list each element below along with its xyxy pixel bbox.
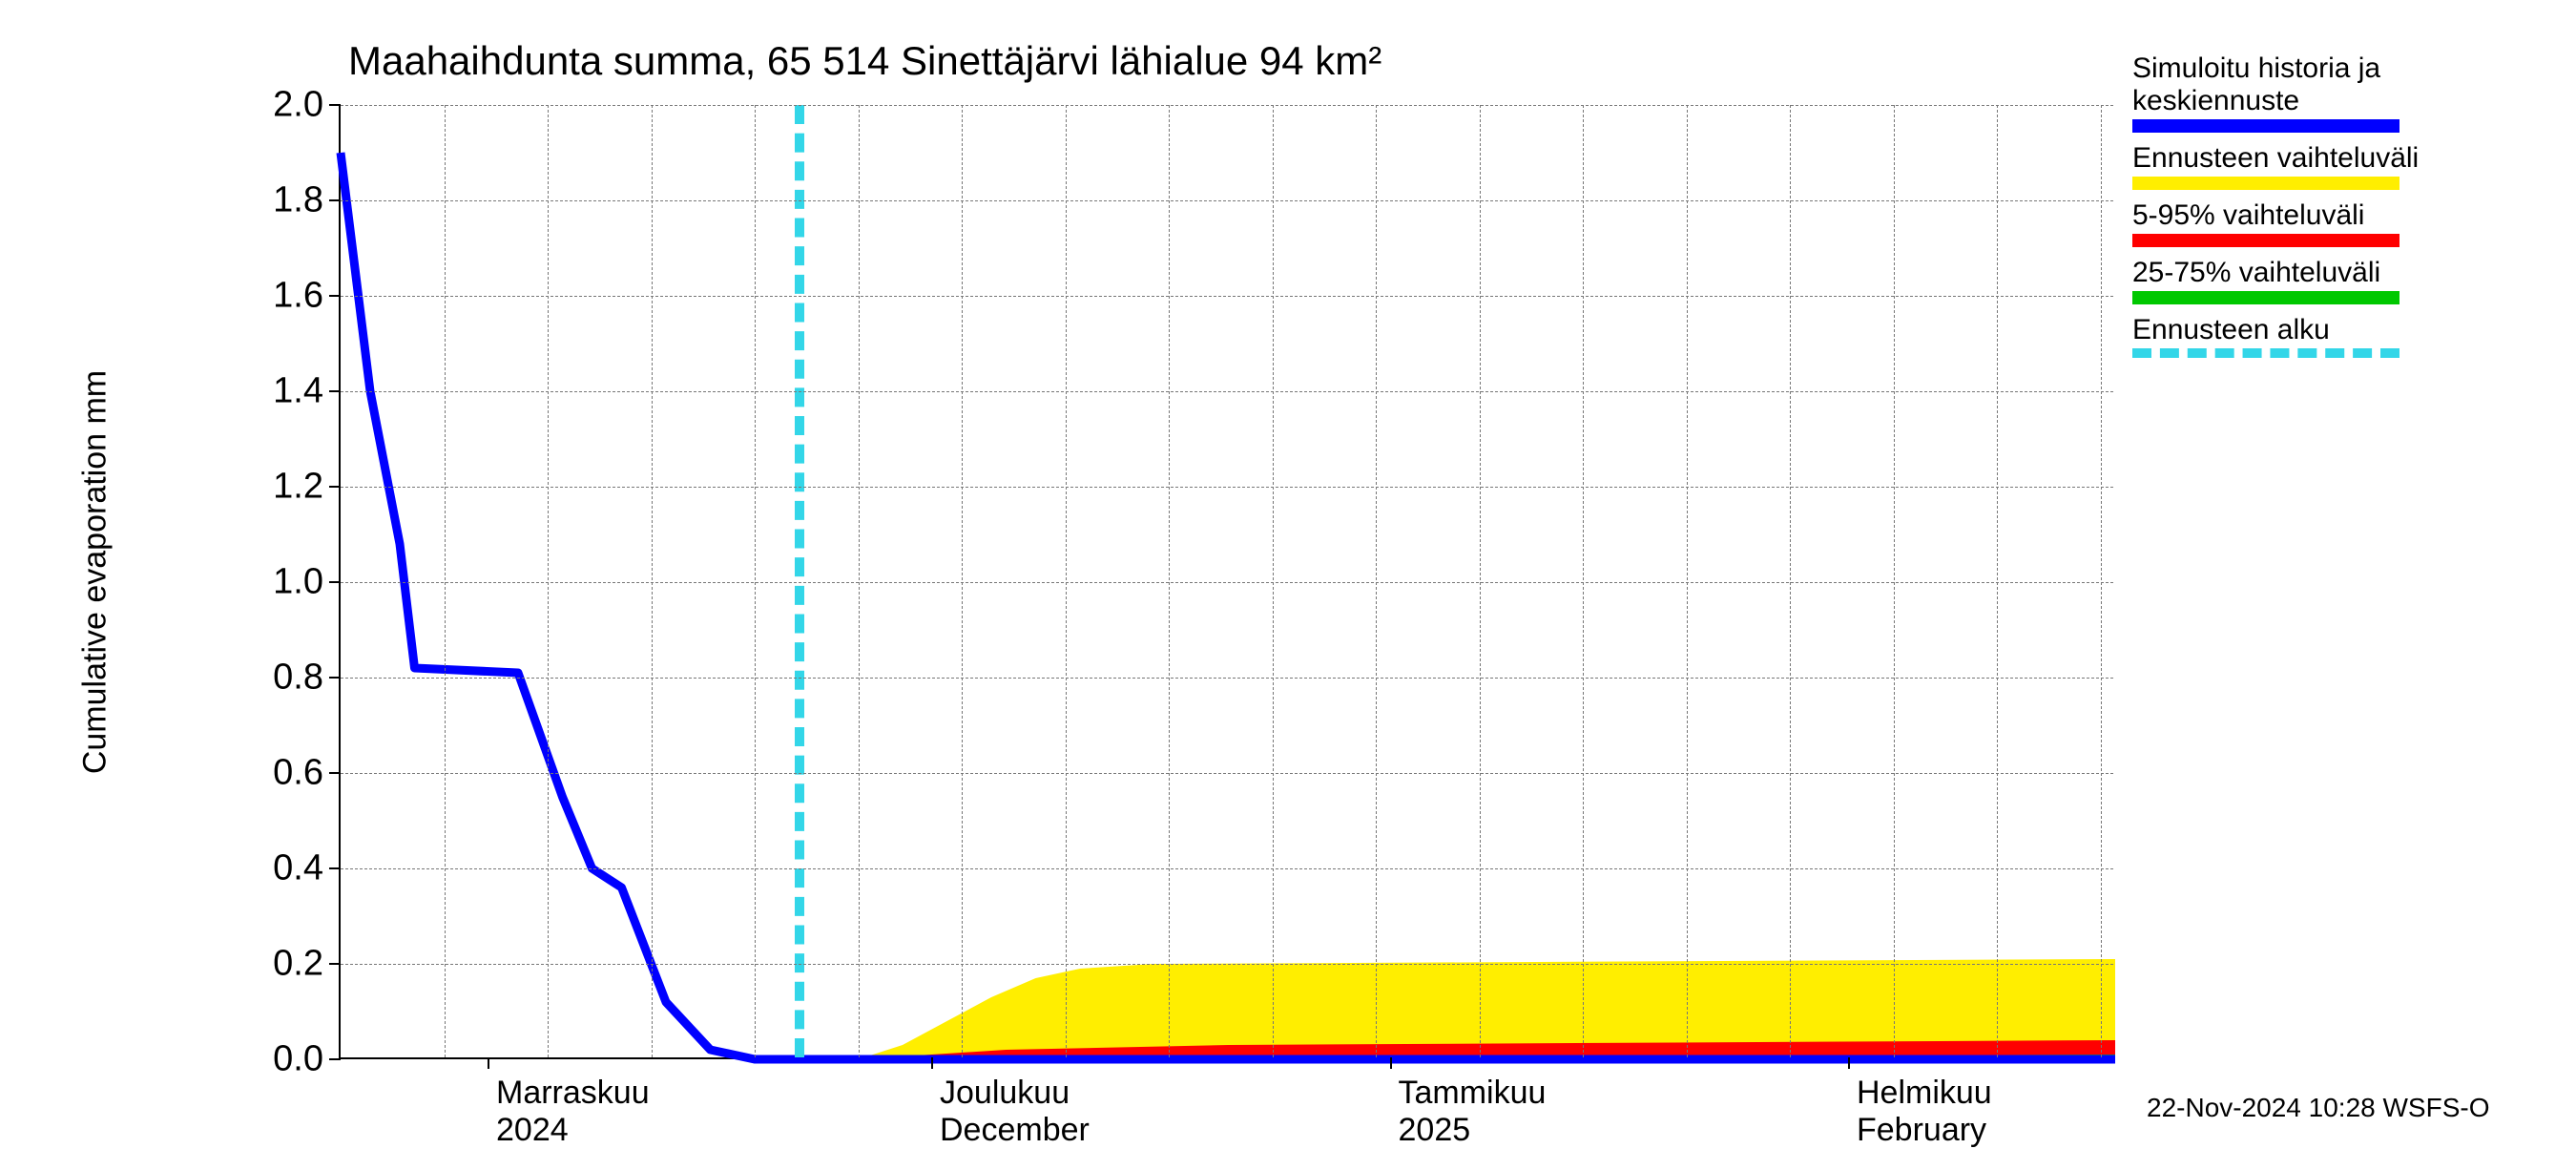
- gridline-v: [1066, 105, 1067, 1057]
- y-tick-label: 1.8: [273, 180, 323, 221]
- gridline-h: [341, 200, 2113, 201]
- gridline-h: [341, 487, 2113, 488]
- legend-entry: Ennusteen vaihteluväli: [2132, 142, 2419, 190]
- y-tick-label: 0.6: [273, 753, 323, 794]
- x-month-tick: [488, 1057, 489, 1069]
- chart-footer: 22-Nov-2024 10:28 WSFS-O: [2147, 1093, 2490, 1123]
- y-tick: [329, 867, 341, 869]
- y-axis-label: Cumulative evaporation mm: [77, 334, 114, 811]
- legend-entry: Ennusteen alku: [2132, 314, 2419, 358]
- legend-entry: Simuloitu historia jakeskiennuste: [2132, 52, 2419, 133]
- y-tick-label: 1.2: [273, 467, 323, 508]
- y-tick-label: 0.4: [273, 848, 323, 889]
- y-tick: [329, 486, 341, 488]
- y-tick: [329, 772, 341, 774]
- gridline-v: [1169, 105, 1170, 1057]
- gridline-v: [1480, 105, 1481, 1057]
- gridline-h: [341, 773, 2113, 774]
- x-month-label: Tammikuu2025: [1399, 1075, 1547, 1149]
- x-month-label: HelmikuuFebruary: [1857, 1075, 1992, 1149]
- x-month-label: JoulukuuDecember: [940, 1075, 1090, 1149]
- legend-swatch: [2132, 348, 2399, 358]
- gridline-h: [341, 582, 2113, 583]
- x-month-tick: [1848, 1057, 1850, 1069]
- legend-swatch: [2132, 177, 2399, 190]
- y-tick-label: 1.4: [273, 371, 323, 412]
- y-tick-label: 1.6: [273, 276, 323, 317]
- legend-label: keskiennuste: [2132, 85, 2419, 117]
- y-tick: [329, 581, 341, 583]
- gridline-v: [2101, 105, 2102, 1057]
- y-tick-label: 0.2: [273, 944, 323, 985]
- gridline-v: [1376, 105, 1377, 1057]
- y-tick: [329, 104, 341, 106]
- gridline-v: [652, 105, 653, 1057]
- y-tick-label: 2.0: [273, 85, 323, 126]
- gridline-v: [859, 105, 860, 1057]
- gridline-v: [1894, 105, 1895, 1057]
- x-month-tick: [1390, 1057, 1392, 1069]
- legend-swatch: [2132, 234, 2399, 247]
- y-tick: [329, 295, 341, 297]
- legend-entry: 25-75% vaihteluväli: [2132, 257, 2419, 304]
- legend-label: Ennusteen alku: [2132, 314, 2419, 346]
- gridline-v: [548, 105, 549, 1057]
- gridline-h: [341, 868, 2113, 869]
- gridline-v: [1583, 105, 1584, 1057]
- y-tick-label: 0.0: [273, 1039, 323, 1080]
- plot-area: 0.00.20.40.60.81.01.21.41.61.82.0Marrask…: [339, 105, 2113, 1059]
- gridline-h: [341, 296, 2113, 297]
- y-tick-label: 0.8: [273, 658, 323, 699]
- legend-entry: 5-95% vaihteluväli: [2132, 199, 2419, 247]
- legend-label: 25-75% vaihteluväli: [2132, 257, 2419, 289]
- gridline-v: [445, 105, 446, 1057]
- y-tick: [329, 677, 341, 679]
- forecast-start-line: [795, 105, 804, 1057]
- y-tick: [329, 199, 341, 201]
- legend-swatch: [2132, 291, 2399, 304]
- gridline-v: [962, 105, 963, 1057]
- chart-canvas: Maahaihdunta summa, 65 514 Sinettäjärvi …: [0, 0, 2576, 1145]
- chart-title: Maahaihdunta summa, 65 514 Sinettäjärvi …: [348, 38, 1381, 84]
- gridline-h: [341, 678, 2113, 679]
- y-tick: [329, 1058, 341, 1060]
- gridline-v: [1790, 105, 1791, 1057]
- legend-label: 5-95% vaihteluväli: [2132, 199, 2419, 232]
- legend-label: Simuloitu historia ja: [2132, 52, 2419, 85]
- y-tick-label: 1.0: [273, 562, 323, 603]
- gridline-v: [1273, 105, 1274, 1057]
- legend-swatch: [2132, 119, 2399, 133]
- gridline-h: [341, 964, 2113, 965]
- history-line: [341, 153, 2115, 1059]
- y-tick: [329, 963, 341, 965]
- gridline-v: [1997, 105, 1998, 1057]
- gridline-v: [755, 105, 756, 1057]
- legend-label: Ennusteen vaihteluväli: [2132, 142, 2419, 175]
- x-month-label: Marraskuu2024: [496, 1075, 650, 1149]
- y-tick: [329, 390, 341, 392]
- legend: Simuloitu historia jakeskiennuste Ennuste…: [2132, 52, 2419, 367]
- x-month-tick: [931, 1057, 933, 1069]
- gridline-v: [1687, 105, 1688, 1057]
- gridline-h: [341, 105, 2113, 106]
- gridline-h: [341, 391, 2113, 392]
